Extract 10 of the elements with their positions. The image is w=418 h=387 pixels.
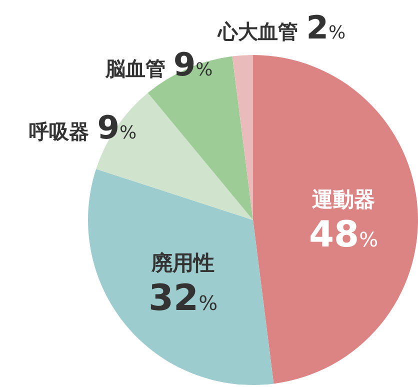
slice-label: 呼吸器 [29,120,90,144]
slice-label: 心大血管 [217,19,298,44]
data-label: 48% [309,214,378,256]
slice-label: 廃用性 [150,250,215,275]
slice-label: 運動器 [312,187,376,212]
data-label: 9% [173,46,213,84]
slice-label: 脳血管 [104,56,166,81]
data-label: 32% [148,278,218,319]
data-label: 2% [306,8,346,46]
data-label: 9% [97,108,137,147]
